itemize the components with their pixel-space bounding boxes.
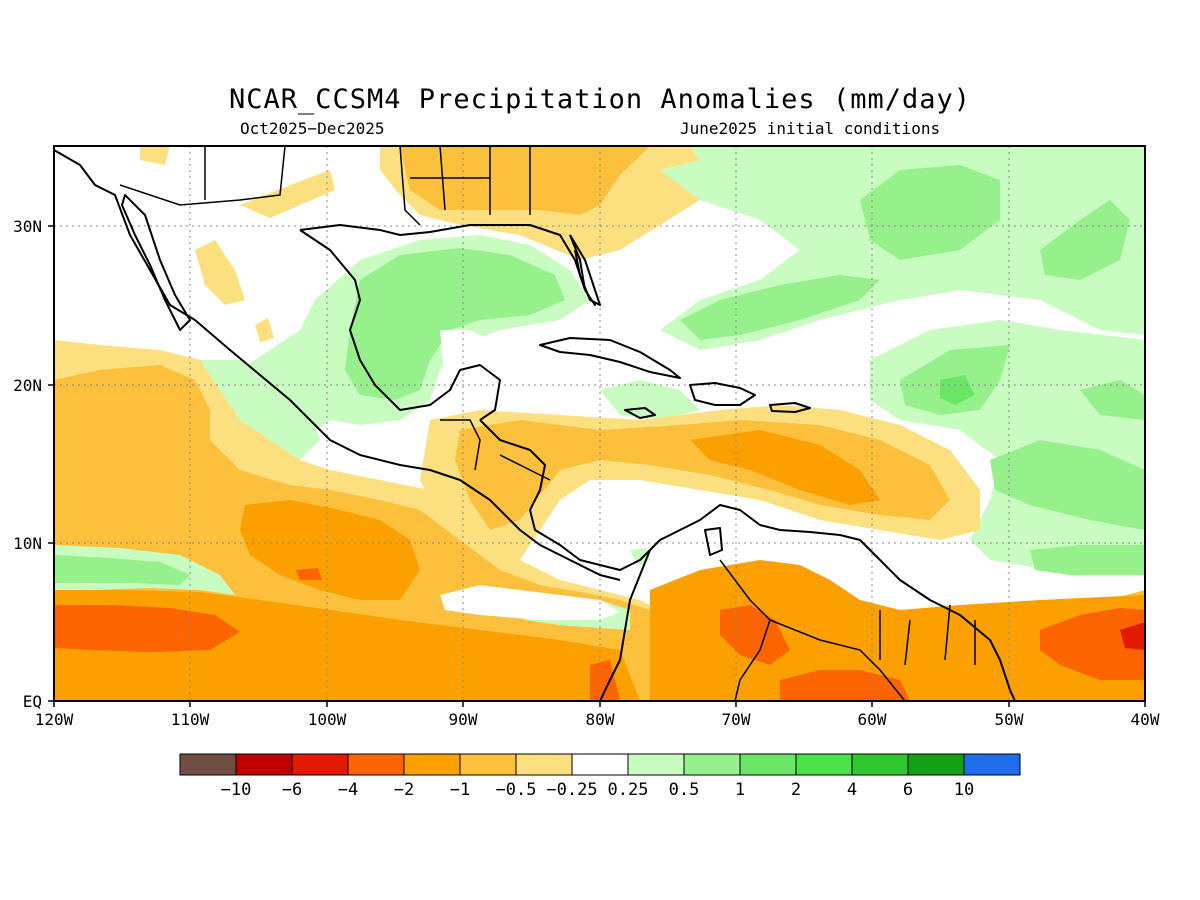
anomaly-region-neg [1040, 608, 1145, 680]
colorbar-swatch [851, 753, 909, 776]
x-tick-label: 110W [171, 710, 210, 729]
y-tick-label: 20N [13, 376, 42, 395]
colorbar-label: −4 [338, 780, 358, 800]
coastlines [53, 149, 1016, 702]
x-tick-label: 80W [586, 710, 615, 729]
anomaly-region-neg [54, 605, 240, 652]
colorbar-swatch [907, 753, 965, 776]
x-tick-label: 40W [1131, 710, 1160, 729]
x-tick-label: 50W [995, 710, 1024, 729]
colorbar-label: −2 [394, 780, 414, 800]
colorbar-swatch [179, 753, 237, 776]
anomaly-region-neg [296, 568, 322, 580]
anomaly-region-neg [780, 670, 910, 701]
colorbar-swatch [571, 753, 629, 776]
anomaly-region-neg [400, 146, 650, 215]
colorbar-label: −0.25 [546, 780, 597, 800]
anomaly-region-pos [54, 555, 190, 585]
colorbar-label: 6 [903, 780, 913, 800]
chart-title: NCAR_CCSM4 Precipitation Anomalies (mm/d… [229, 84, 971, 115]
x-tick-label: 60W [858, 710, 887, 729]
colorbar-swatch [627, 753, 685, 776]
axis-ticks [48, 225, 1146, 707]
colorbar-label: 0.25 [608, 780, 649, 800]
anomaly-region-neutral [440, 585, 620, 620]
anomaly-region-neg [1120, 622, 1145, 650]
colorbar-swatch [347, 753, 405, 776]
anomaly-region-pos [1040, 200, 1130, 280]
colorbar-label: 4 [847, 780, 857, 800]
colorbar-label: −10 [221, 780, 252, 800]
x-tick-label: 120W [35, 710, 74, 729]
anomaly-region-neg [255, 318, 274, 342]
anomaly-region-neg [195, 240, 245, 305]
colorbar [179, 753, 1021, 776]
x-axis-labels: 120W 110W 100W 90W 80W 70W 60W 50W 40W [35, 710, 1160, 729]
political-borders [119, 145, 976, 702]
initial-conditions: June2025 initial conditions [680, 119, 941, 138]
anomaly-region-pos [345, 248, 565, 400]
forecast-period: Oct2025−Dec2025 [240, 119, 385, 138]
colorbar-label: 1 [735, 780, 745, 800]
colorbar-swatch [235, 753, 293, 776]
colorbar-swatch [459, 753, 517, 776]
colorbar-label: 0.5 [669, 780, 700, 800]
anomaly-region-pos [990, 440, 1145, 530]
anomaly-region-pos [680, 275, 880, 340]
colorbar-label: 10 [954, 780, 974, 800]
anomaly-region-neg [240, 170, 335, 218]
anomaly-region-neutral [560, 490, 870, 575]
anomaly-region-neg [455, 420, 950, 530]
anomaly-region-neg [720, 605, 790, 665]
anomaly-region-pos [860, 165, 1000, 260]
colorbar-swatch [515, 753, 573, 776]
anomaly-region-neg [140, 146, 170, 165]
anomaly-region-neg [240, 500, 420, 600]
x-tick-label: 70W [722, 710, 751, 729]
colorbar-label: −1 [450, 780, 470, 800]
colorbar-swatch [291, 753, 349, 776]
colorbar-label: 2 [791, 780, 801, 800]
colorbar-swatch [403, 753, 461, 776]
anomaly-region-pos [940, 375, 975, 405]
anomaly-region-neg [590, 660, 620, 700]
anomaly-region-neg [650, 560, 1145, 701]
colorbar-label: −6 [282, 780, 302, 800]
x-tick-label: 90W [449, 710, 478, 729]
map-gridlines [54, 146, 1145, 701]
colorbar-label: −0.5 [496, 780, 537, 800]
y-tick-label: 30N [13, 217, 42, 236]
y-tick-label: EQ [23, 692, 42, 711]
colorbar-swatch [739, 753, 797, 776]
colorbar-swatch [683, 753, 741, 776]
colorbar-labels: −10 −6 −4 −2 −1 −0.5 −0.25 0.25 0.5 1 2 4 6 10 [221, 780, 975, 800]
anomaly-region-pos [1080, 380, 1145, 420]
anomaly-region-neg [690, 430, 880, 505]
y-tick-label: 10N [13, 534, 42, 553]
y-axis-labels: EQ 10N 20N 30N [13, 217, 42, 711]
anomaly-region-pos [1030, 545, 1145, 575]
colorbar-swatch [795, 753, 853, 776]
colorbar-swatch [963, 753, 1021, 776]
x-tick-label: 100W [308, 710, 347, 729]
